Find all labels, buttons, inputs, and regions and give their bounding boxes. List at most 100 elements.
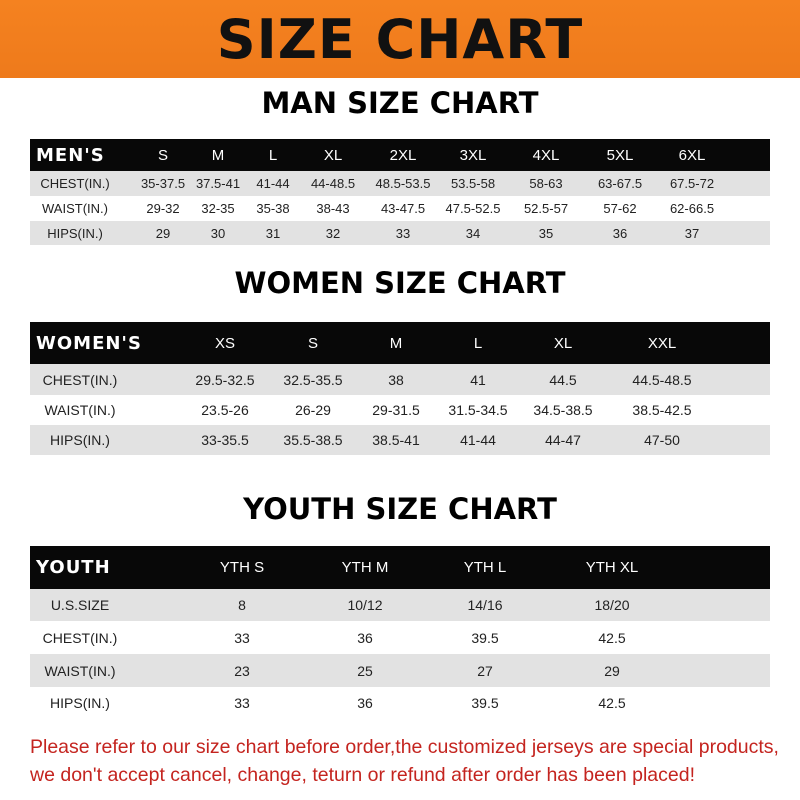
table-cell: 43-47.5 (380, 201, 426, 216)
table-cell: 33 (395, 225, 411, 241)
table-cell: 14/16 (467, 597, 503, 613)
table-cell: 31.5-34.5 (448, 402, 508, 418)
youth-header-label: YOUTH (36, 557, 111, 578)
table-cell: 29 (604, 662, 620, 679)
size-header: S (307, 334, 319, 352)
table-cell: 62-66.5 (669, 201, 715, 216)
table-cell: 41-44 (460, 432, 496, 448)
table-cell: 41 (470, 371, 486, 388)
row-label: HIPS(IN.) (47, 225, 103, 241)
table-cell: 35.5-38.5 (283, 432, 343, 448)
table-row: WAIST(IN.) 29-32 32-35 35-38 38-43 43-47.5 47.… (30, 196, 770, 221)
table-row: U.S.SIZE 8 10/12 14/16 18/20 (30, 589, 770, 621)
table-row: CHEST(IN.) 33 36 39.5 42.5 (30, 621, 770, 654)
table-cell: 38-43 (316, 201, 350, 216)
table-cell: 63-67.5 (597, 176, 643, 191)
table-row: CHEST(IN.) 35-37.5 37.5-41 41-44 44-48.5 48.5… (30, 171, 770, 196)
row-label: WAIST(IN.) (44, 662, 116, 679)
table-cell: 33 (234, 694, 250, 711)
table-cell: 35-37.5 (140, 176, 186, 191)
table-cell: 44.5-48.5 (632, 371, 692, 388)
size-header: 5XL (606, 146, 634, 164)
row-label: WAIST(IN.) (44, 402, 116, 418)
women-section-title: WOMEN SIZE CHART (234, 266, 566, 300)
row-label: CHEST(IN.) (42, 629, 118, 646)
table-row: CHEST(IN.) 29.5-32.5 32.5-35.5 38 41 44.5 44.5… (30, 364, 770, 395)
row-label: WAIST(IN.) (42, 201, 108, 216)
size-header: XS (214, 334, 236, 352)
table-row: WAIST(IN.) 23 25 27 29 (30, 654, 770, 687)
row-label: HIPS(IN.) (50, 432, 110, 448)
table-cell: 34.5-38.5 (533, 402, 593, 418)
table-cell: 48.5-53.5 (375, 176, 431, 191)
row-label: CHEST(IN.) (42, 371, 118, 388)
table-cell: 36 (612, 225, 628, 241)
size-header: 6XL (678, 146, 706, 164)
table-cell: 26-29 (295, 402, 331, 418)
size-header: M (211, 146, 225, 164)
table-cell: 58-63 (529, 176, 563, 191)
women-size-table: WOMEN'S XS S M L XL XXL CHEST(IN.) 29.5-32.5 32.5… (30, 322, 770, 455)
table-cell: 29.5-32.5 (195, 371, 255, 388)
men-size-table: MEN'S S M L XL 2XL 3XL 4XL 5XL 6XL CHEST(IN.) 35-37… (30, 139, 770, 245)
women-header-label: WOMEN'S (36, 332, 142, 354)
table-cell: 23 (234, 662, 250, 679)
table-cell: 30 (210, 225, 226, 241)
table-cell: 33 (234, 629, 250, 646)
table-cell: 29 (155, 225, 171, 241)
size-header: 4XL (532, 146, 560, 164)
size-header: M (389, 334, 403, 352)
size-header: S (157, 146, 169, 164)
youth-header-row: YOUTH YTH S YTH M YTH L YTH XL (30, 546, 770, 589)
table-cell: 18/20 (594, 597, 630, 613)
table-cell: 39.5 (471, 694, 499, 711)
table-cell: 67.5-72 (669, 176, 715, 191)
table-cell: 31 (265, 225, 281, 241)
table-cell: 52.5-57 (523, 201, 569, 216)
page-title: SIZE CHART (216, 7, 584, 71)
table-row: HIPS(IN.) 33 36 39.5 42.5 (30, 687, 770, 718)
table-cell: 44.5 (549, 371, 577, 388)
table-cell: 38.5-41 (372, 432, 420, 448)
size-header: YTH S (219, 559, 265, 576)
row-label: CHEST(IN.) (40, 176, 110, 191)
table-row: WAIST(IN.) 23.5-26 26-29 29-31.5 31.5-34.5 34… (30, 395, 770, 425)
table-cell: 27 (477, 662, 493, 679)
table-cell: 53.5-58 (450, 176, 496, 191)
size-header: L (268, 146, 278, 164)
table-cell: 36 (357, 629, 373, 646)
men-header-row: MEN'S S M L XL 2XL 3XL 4XL 5XL 6XL (30, 139, 770, 171)
table-cell: 29-31.5 (372, 402, 420, 418)
table-row: HIPS(IN.) 29 30 31 32 33 34 35 36 37 (30, 221, 770, 245)
youth-size-table: YOUTH YTH S YTH M YTH L YTH XL U.S.SIZE 8 10/12… (30, 546, 770, 718)
table-cell: 35 (538, 225, 554, 241)
table-cell: 37 (684, 225, 700, 241)
table-cell: 44-47 (545, 432, 581, 448)
size-header: 3XL (459, 146, 487, 164)
footer-line-2: we don't accept cancel, change, teturn o… (30, 764, 695, 786)
table-cell: 38 (388, 371, 404, 388)
table-cell: 32.5-35.5 (283, 371, 343, 388)
table-cell: 29-32 (146, 201, 180, 216)
table-cell: 41-44 (256, 176, 290, 191)
table-cell: 39.5 (471, 629, 499, 646)
table-cell: 38.5-42.5 (632, 402, 692, 418)
size-header: XXL (647, 334, 677, 352)
size-header: YTH M (341, 559, 389, 576)
table-cell: 44-48.5 (310, 176, 356, 191)
men-section-title: MAN SIZE CHART (261, 86, 539, 120)
men-header-label: MEN'S (36, 144, 105, 166)
table-cell: 23.5-26 (201, 402, 249, 418)
table-cell: 34 (465, 225, 481, 241)
table-cell: 42.5 (598, 629, 626, 646)
table-cell: 32 (325, 225, 341, 241)
footer-notice: Please refer to our size chart before or… (30, 733, 780, 789)
row-label: U.S.SIZE (50, 597, 110, 613)
table-cell: 33-35.5 (201, 432, 249, 448)
women-header-row: WOMEN'S XS S M L XL XXL (30, 322, 770, 364)
size-header: L (473, 334, 483, 352)
table-cell: 37.5-41 (195, 176, 241, 191)
row-label: HIPS(IN.) (50, 694, 110, 711)
table-cell: 57-62 (603, 201, 637, 216)
table-cell: 47-50 (644, 432, 680, 448)
